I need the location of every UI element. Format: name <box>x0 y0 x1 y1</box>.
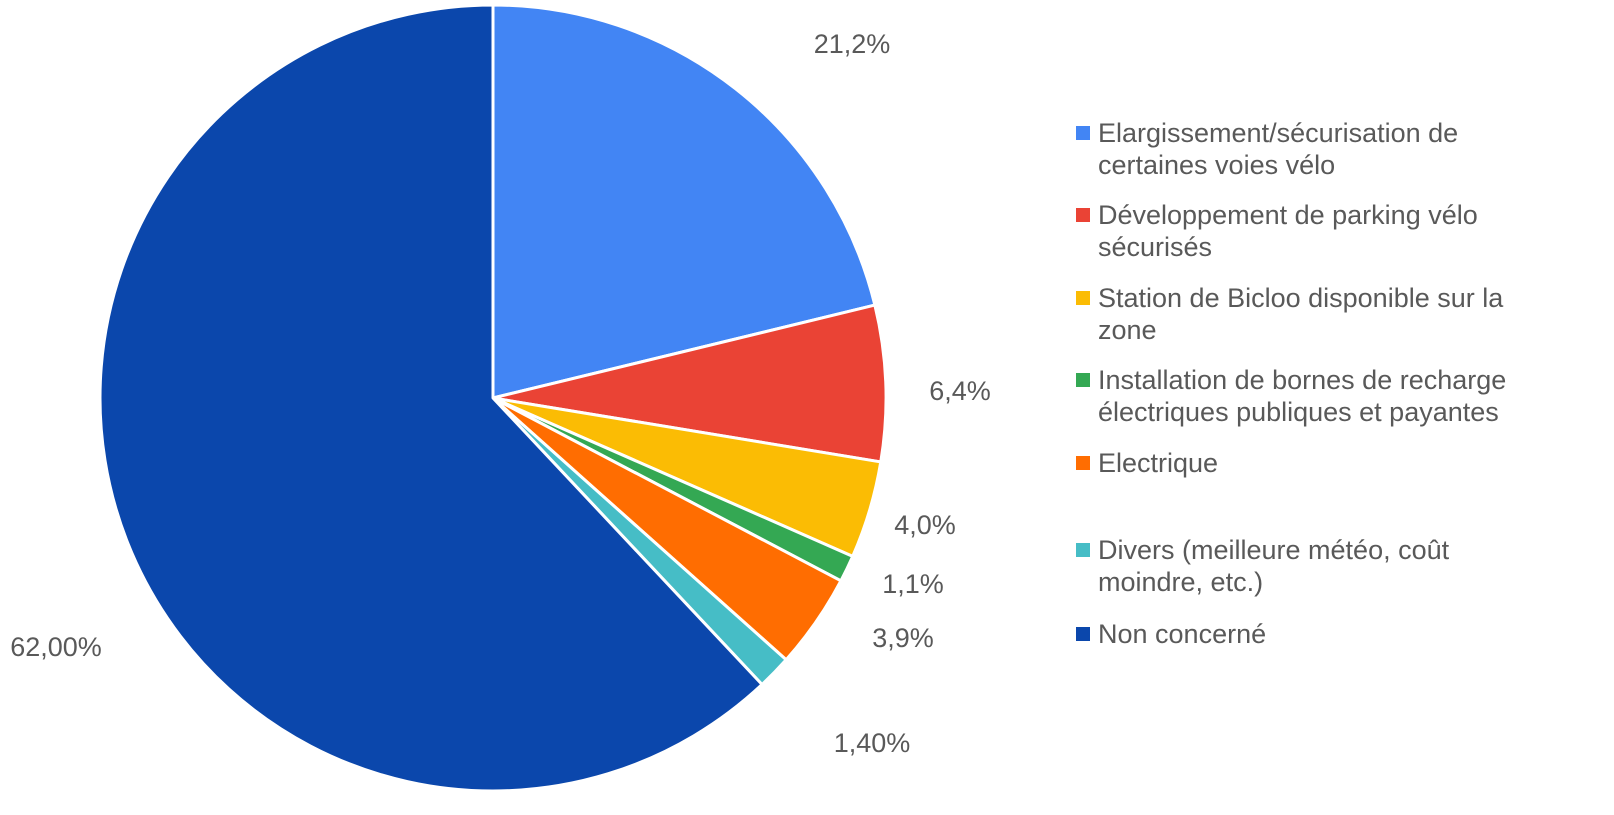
legend-swatch <box>1076 627 1090 641</box>
legend-label: certaines voies vélo <box>1098 150 1335 180</box>
legend-swatch <box>1076 373 1090 387</box>
slice-value-label: 62,00% <box>10 632 102 662</box>
legend-swatch <box>1076 543 1090 557</box>
slice-value-label: 4,0% <box>894 510 956 540</box>
legend-label: électriques publiques et payantes <box>1098 397 1499 427</box>
legend-item: Non concerné <box>1076 619 1266 649</box>
legend-label: zone <box>1098 315 1157 345</box>
slice-value-label: 3,9% <box>872 623 934 653</box>
legend-swatch <box>1076 291 1090 305</box>
legend-item: Installation de bornes de rechargeélectr… <box>1076 365 1506 427</box>
legend-swatch <box>1076 456 1090 470</box>
slice-value-label: 1,40% <box>834 728 911 758</box>
legend-label: Elargissement/sécurisation de <box>1098 118 1458 148</box>
legend-label: Développement de parking vélo <box>1098 200 1478 230</box>
legend-label: moindre, etc.) <box>1098 567 1263 597</box>
slice-value-label: 1,1% <box>882 569 944 599</box>
legend-label: Non concerné <box>1098 619 1266 649</box>
legend-label: Station de Bicloo disponible sur la <box>1098 283 1504 313</box>
legend-label: Installation de bornes de recharge <box>1098 365 1506 395</box>
pie-slice <box>98 3 764 793</box>
pie-slice <box>491 303 888 464</box>
pie-slice <box>491 3 877 400</box>
legend-item: Electrique <box>1076 448 1218 478</box>
legend-label: Divers (meilleure météo, coût <box>1098 535 1450 565</box>
pie-data-labels: 21,2% 6,4% 4,0% 1,1% 3,9% 1,40% 62,00% <box>10 29 991 758</box>
pie-slices <box>98 3 888 793</box>
slice-value-label: 21,2% <box>814 29 891 59</box>
slice-value-label: 6,4% <box>929 376 991 406</box>
legend-swatch <box>1076 126 1090 140</box>
legend-label: Electrique <box>1098 448 1218 478</box>
legend-swatch <box>1076 208 1090 222</box>
legend-label: sécurisés <box>1098 232 1212 262</box>
